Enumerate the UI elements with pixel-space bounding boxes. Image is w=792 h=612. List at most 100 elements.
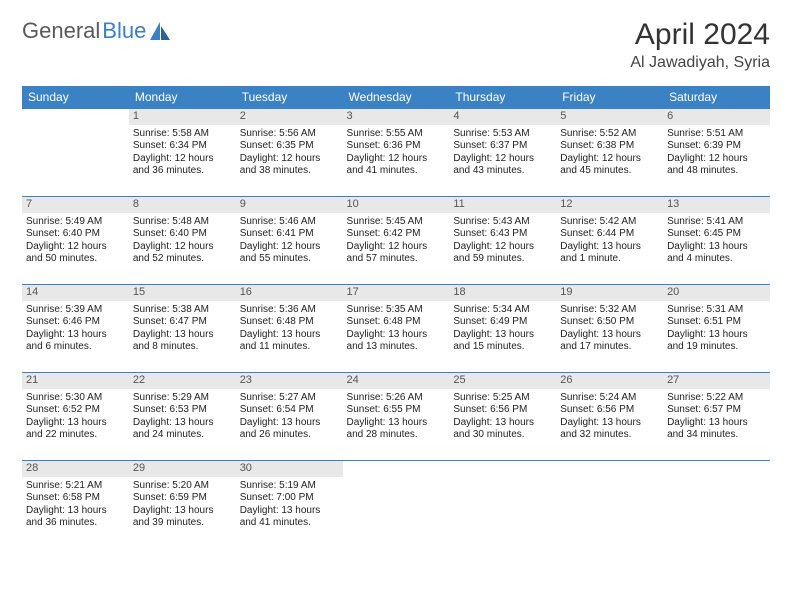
day-number: 26 bbox=[556, 373, 663, 389]
sunrise-text: Sunrise: 5:27 AM bbox=[240, 392, 339, 405]
day-number: 11 bbox=[449, 197, 556, 213]
daylight-text: Daylight: 13 hours bbox=[560, 329, 659, 342]
calendar-cell: 17Sunrise: 5:35 AMSunset: 6:48 PMDayligh… bbox=[343, 285, 450, 373]
day-number: 3 bbox=[343, 109, 450, 125]
weekday-header: Tuesday bbox=[236, 86, 343, 109]
calendar-cell: 4Sunrise: 5:53 AMSunset: 6:37 PMDaylight… bbox=[449, 109, 556, 197]
day-number: 15 bbox=[129, 285, 236, 301]
calendar-cell: 16Sunrise: 5:36 AMSunset: 6:48 PMDayligh… bbox=[236, 285, 343, 373]
day-number: 30 bbox=[236, 461, 343, 477]
calendar-week-row: 21 Sunrise: 5:30 AMSunset: 6:52 PM Dayligh… bbox=[22, 373, 770, 461]
day-number: 5 bbox=[556, 109, 663, 125]
calendar-cell: 3Sunrise: 5:55 AMSunset: 6:36 PMDaylight… bbox=[343, 109, 450, 197]
calendar-cell: 22Sunrise: 5:29 AMSunset: 6:53 PMDayligh… bbox=[129, 373, 236, 461]
sunrise-text: Sunrise: 5:51 AM bbox=[667, 128, 766, 141]
daylight-text: and 11 minutes. bbox=[240, 341, 339, 354]
sunrise-text: Sunrise: 5:41 AM bbox=[667, 216, 766, 229]
calendar-cell: 21Sunrise: 5:30 AMSunset: 6:52 PMDayligh… bbox=[22, 373, 129, 461]
daylight-text: Daylight: 13 hours bbox=[26, 329, 125, 342]
calendar-week-row: 28Sunrise: 5:21 AMSunset: 6:58 PMDayligh… bbox=[22, 461, 770, 549]
calendar-cell: 1Sunrise: 5:58 AMSunset: 6:34 PMDaylight… bbox=[129, 109, 236, 197]
sunset-text: Sunset: 6:52 PM bbox=[26, 404, 125, 417]
logo-text-1: General bbox=[22, 18, 100, 44]
day-number: 18 bbox=[449, 285, 556, 301]
sunset-text: Sunset: 6:34 PM bbox=[133, 140, 232, 153]
day-number: 19 bbox=[556, 285, 663, 301]
sunset-text: Sunset: 6:48 PM bbox=[240, 316, 339, 329]
day-number: 2 bbox=[236, 109, 343, 125]
weekday-header: Sunday bbox=[22, 86, 129, 109]
sunset-text: Sunset: 6:45 PM bbox=[667, 228, 766, 241]
daylight-text: Daylight: 13 hours bbox=[133, 505, 232, 518]
daylight-text: Daylight: 13 hours bbox=[667, 329, 766, 342]
sunset-text: Sunset: 6:43 PM bbox=[453, 228, 552, 241]
day-number: 6 bbox=[663, 109, 770, 125]
day-number: 4 bbox=[449, 109, 556, 125]
sunset-text: Sunset: 6:38 PM bbox=[560, 140, 659, 153]
calendar-cell: 7Sunrise: 5:49 AMSunset: 6:40 PMDaylight… bbox=[22, 197, 129, 285]
weekday-header: Saturday bbox=[663, 86, 770, 109]
sunset-text: Sunset: 6:42 PM bbox=[347, 228, 446, 241]
daylight-text: Daylight: 13 hours bbox=[26, 505, 125, 518]
daylight-text: Daylight: 13 hours bbox=[347, 329, 446, 342]
day-number: 8 bbox=[129, 197, 236, 213]
calendar-cell: 2Sunrise: 5:56 AMSunset: 6:35 PMDaylight… bbox=[236, 109, 343, 197]
daylight-text: and 34 minutes. bbox=[667, 429, 766, 442]
sunset-text: Sunset: 6:41 PM bbox=[240, 228, 339, 241]
day-number: 9 bbox=[236, 197, 343, 213]
day-number: 16 bbox=[236, 285, 343, 301]
sunset-text: Sunset: 6:47 PM bbox=[133, 316, 232, 329]
sunrise-text: Sunrise: 5:32 AM bbox=[560, 304, 659, 317]
sunrise-text: Sunrise: 5:49 AM bbox=[26, 216, 125, 229]
sunset-text: Sunset: 6:51 PM bbox=[667, 316, 766, 329]
daylight-text: and 39 minutes. bbox=[133, 517, 232, 530]
calendar-cell: 26Sunrise: 5:24 AMSunset: 6:56 PMDayligh… bbox=[556, 373, 663, 461]
calendar-cell: 10Sunrise: 5:45 AMSunset: 6:42 PMDayligh… bbox=[343, 197, 450, 285]
calendar-cell: 30Sunrise: 5:19 AMSunset: 7:00 PMDayligh… bbox=[236, 461, 343, 549]
daylight-text: and 50 minutes. bbox=[26, 253, 125, 266]
daylight-text: Daylight: 13 hours bbox=[560, 417, 659, 430]
sunset-text: Sunset: 6:56 PM bbox=[453, 404, 552, 417]
day-number: 28 bbox=[22, 461, 129, 477]
daylight-text: Daylight: 12 hours bbox=[347, 241, 446, 254]
calendar-cell: 19 Sunrise: 5:32 AMSunset: 6:50 PMDayligh… bbox=[556, 285, 663, 373]
daylight-text: and 36 minutes. bbox=[133, 165, 232, 178]
sunset-text: Sunset: 6:49 PM bbox=[453, 316, 552, 329]
sunset-text: Sunset: 6:48 PM bbox=[347, 316, 446, 329]
day-number: 1 bbox=[129, 109, 236, 125]
sunrise-text: Sunrise: 5:43 AM bbox=[453, 216, 552, 229]
calendar-cell: 9Sunrise: 5:46 AMSunset: 6:41 PMDaylight… bbox=[236, 197, 343, 285]
sunrise-text: Sunrise: 5:30 AM bbox=[26, 392, 125, 405]
day-number: 20 bbox=[663, 285, 770, 301]
daylight-text: and 45 minutes. bbox=[560, 165, 659, 178]
daylight-text: and 30 minutes. bbox=[453, 429, 552, 442]
daylight-text: and 57 minutes. bbox=[347, 253, 446, 266]
day-number: 25 bbox=[449, 373, 556, 389]
calendar-cell: 27Sunrise: 5:22 AMSunset: 6:57 PMDayligh… bbox=[663, 373, 770, 461]
sunrise-text: Sunrise: 5:24 AM bbox=[560, 392, 659, 405]
daylight-text: Daylight: 12 hours bbox=[133, 241, 232, 254]
sunrise-text: Sunrise: 5:38 AM bbox=[133, 304, 232, 317]
sunset-text: Sunset: 6:50 PM bbox=[560, 316, 659, 329]
daylight-text: Daylight: 12 hours bbox=[26, 241, 125, 254]
daylight-text: Daylight: 12 hours bbox=[347, 153, 446, 166]
sunrise-text: Sunrise: 5:56 AM bbox=[240, 128, 339, 141]
daylight-text: and 41 minutes. bbox=[347, 165, 446, 178]
sunset-text: Sunset: 6:37 PM bbox=[453, 140, 552, 153]
daylight-text: Daylight: 12 hours bbox=[667, 153, 766, 166]
calendar-cell: . bbox=[343, 461, 450, 549]
calendar-cell: . bbox=[449, 461, 556, 549]
day-number: 21 bbox=[22, 373, 129, 389]
day-number: 14 bbox=[22, 285, 129, 301]
calendar-cell: 5Sunrise: 5:52 AMSunset: 6:38 PMDaylight… bbox=[556, 109, 663, 197]
daylight-text: Daylight: 12 hours bbox=[240, 153, 339, 166]
daylight-text: Daylight: 13 hours bbox=[133, 417, 232, 430]
day-number: 29 bbox=[129, 461, 236, 477]
daylight-text: and 26 minutes. bbox=[240, 429, 339, 442]
day-number: 7 bbox=[22, 197, 129, 213]
calendar-cell: . bbox=[663, 461, 770, 549]
daylight-text: Daylight: 13 hours bbox=[560, 241, 659, 254]
daylight-text: and 41 minutes. bbox=[240, 517, 339, 530]
sunset-text: Sunset: 6:44 PM bbox=[560, 228, 659, 241]
daylight-text: and 28 minutes. bbox=[347, 429, 446, 442]
